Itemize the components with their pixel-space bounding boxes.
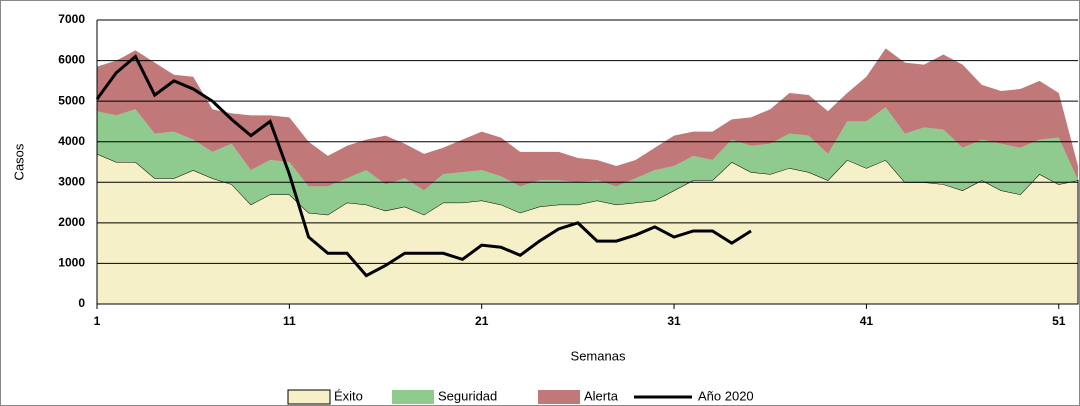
legend-label: Éxito <box>334 388 363 403</box>
legend-swatch <box>538 390 580 404</box>
y-tick-label: 3000 <box>58 174 85 188</box>
y-tick-label: 0 <box>78 296 85 310</box>
area <box>97 107 1078 215</box>
legend-swatch <box>287 389 331 405</box>
x-tick-label: 31 <box>667 314 681 328</box>
legend-label: Año 2020 <box>698 388 754 403</box>
legend-label: Alerta <box>584 388 619 403</box>
x-axis-label: Semanas <box>571 348 626 363</box>
legend-swatch <box>392 390 434 404</box>
area <box>97 48 1078 191</box>
x-tick-label: 21 <box>475 314 489 328</box>
y-tick-label: 7000 <box>58 12 85 26</box>
x-tick-label: 51 <box>1052 314 1066 328</box>
x-tick-label: 11 <box>283 314 296 328</box>
y-tick-label: 5000 <box>58 93 85 107</box>
y-tick-label: 4000 <box>58 134 85 148</box>
y-tick-label: 6000 <box>58 53 85 67</box>
x-tick-label: 41 <box>860 314 874 328</box>
y-tick-label: 2000 <box>58 215 85 229</box>
legend-label: Seguridad <box>438 388 497 403</box>
y-axis-label: Casos <box>11 143 26 180</box>
x-tick-label: 1 <box>94 314 101 328</box>
y-tick-label: 1000 <box>58 256 85 270</box>
line <box>95 54 752 278</box>
